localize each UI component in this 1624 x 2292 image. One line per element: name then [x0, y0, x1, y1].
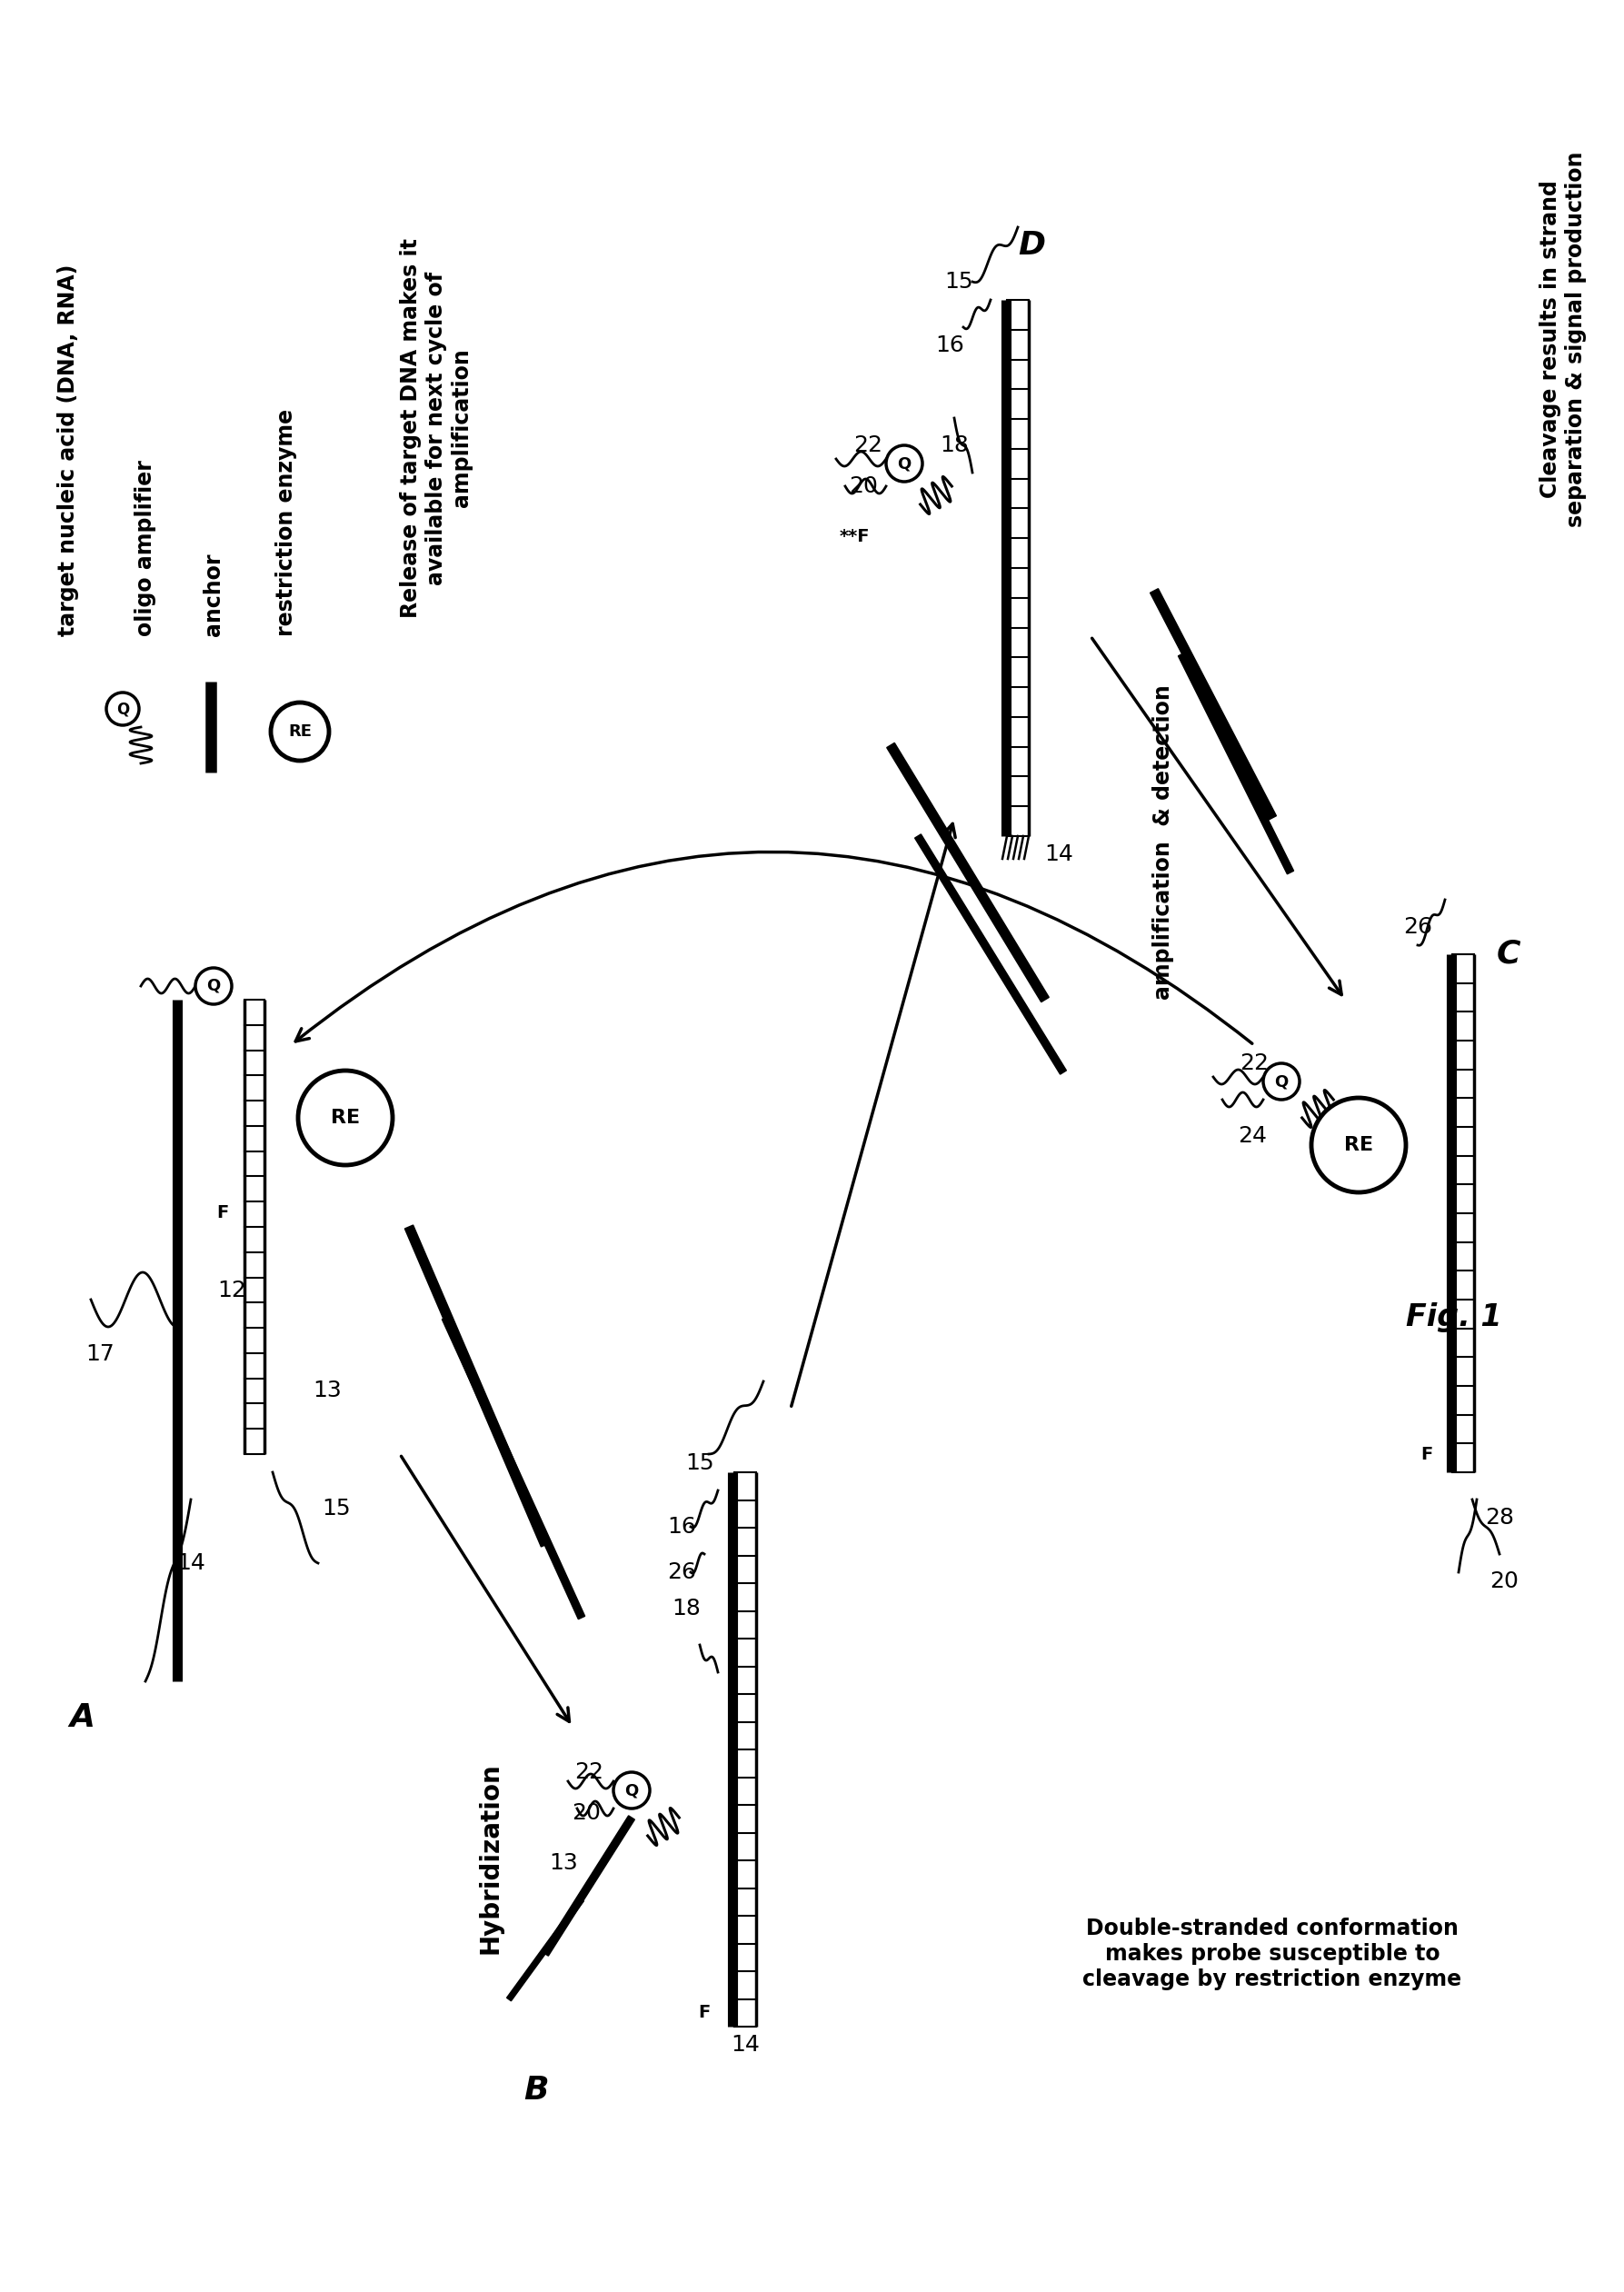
Text: Q: Q: [1275, 1073, 1288, 1089]
Text: 22: 22: [853, 435, 882, 456]
Text: 20: 20: [1489, 1570, 1518, 1593]
Text: A: A: [70, 1703, 94, 1733]
Text: C: C: [1497, 940, 1520, 970]
Text: 22: 22: [575, 1760, 604, 1783]
Circle shape: [299, 1070, 393, 1164]
Text: 16: 16: [667, 1515, 697, 1538]
Circle shape: [1263, 1063, 1299, 1100]
Text: F: F: [216, 1206, 229, 1222]
Text: Q: Q: [206, 979, 221, 995]
Text: amplification  & detection: amplification & detection: [1153, 685, 1174, 999]
Text: Fig. 1: Fig. 1: [1406, 1302, 1502, 1332]
Polygon shape: [507, 1898, 583, 2001]
Text: 14: 14: [177, 1552, 205, 1575]
Text: 15: 15: [322, 1497, 351, 1520]
Text: Q: Q: [625, 1783, 638, 1799]
Polygon shape: [442, 1316, 585, 1618]
Circle shape: [271, 704, 330, 761]
Text: 24: 24: [1237, 1125, 1267, 1146]
Circle shape: [1311, 1098, 1406, 1192]
Text: RE: RE: [331, 1109, 361, 1128]
Text: Hybridization: Hybridization: [477, 1763, 503, 1953]
Text: Q: Q: [898, 456, 911, 472]
Text: target nucleic acid (DNA, RNA): target nucleic acid (DNA, RNA): [57, 264, 80, 637]
Text: B: B: [523, 2074, 549, 2106]
Text: 14: 14: [1044, 843, 1073, 864]
Text: 15: 15: [685, 1453, 715, 1474]
Text: 18: 18: [672, 1598, 700, 1620]
Text: Release of target DNA makes it
available for next cycle of
amplification: Release of target DNA makes it available…: [400, 238, 473, 619]
Text: 26: 26: [1403, 917, 1432, 937]
Polygon shape: [404, 1226, 549, 1547]
Text: Q: Q: [117, 701, 130, 717]
Polygon shape: [1177, 653, 1294, 873]
Text: 12: 12: [218, 1279, 247, 1302]
Polygon shape: [914, 834, 1067, 1075]
Circle shape: [614, 1772, 650, 1808]
Text: 17: 17: [86, 1343, 114, 1366]
Circle shape: [195, 967, 232, 1004]
Text: oligo amplifier: oligo amplifier: [135, 461, 156, 637]
Text: 16: 16: [935, 335, 965, 355]
Circle shape: [887, 445, 922, 481]
Text: F: F: [698, 2006, 710, 2022]
Text: 15: 15: [945, 270, 973, 293]
Text: 22: 22: [1239, 1052, 1268, 1075]
Text: F: F: [1421, 1446, 1432, 1462]
Text: **F: **F: [840, 527, 869, 545]
Text: anchor: anchor: [203, 552, 224, 637]
Polygon shape: [1150, 589, 1276, 821]
Text: Cleavage results in strand
separation & signal production: Cleavage results in strand separation & …: [1540, 151, 1587, 527]
Polygon shape: [887, 743, 1049, 1002]
Text: RE: RE: [1345, 1137, 1374, 1155]
Text: Double-stranded conformation
makes probe susceptible to
cleavage by restriction : Double-stranded conformation makes probe…: [1083, 1918, 1462, 1989]
Text: 20: 20: [572, 1802, 601, 1824]
Circle shape: [106, 692, 140, 724]
Text: 18: 18: [940, 435, 968, 456]
Text: 20: 20: [849, 474, 879, 497]
Text: 13: 13: [313, 1380, 341, 1400]
Text: 13: 13: [549, 1852, 578, 1875]
Text: 26: 26: [667, 1561, 697, 1584]
Text: 28: 28: [1484, 1506, 1514, 1529]
Text: RE: RE: [287, 724, 312, 740]
Polygon shape: [542, 1815, 635, 1955]
Text: restriction enzyme: restriction enzyme: [276, 408, 297, 637]
Text: 14: 14: [731, 2033, 760, 2056]
Text: D: D: [1018, 229, 1046, 261]
